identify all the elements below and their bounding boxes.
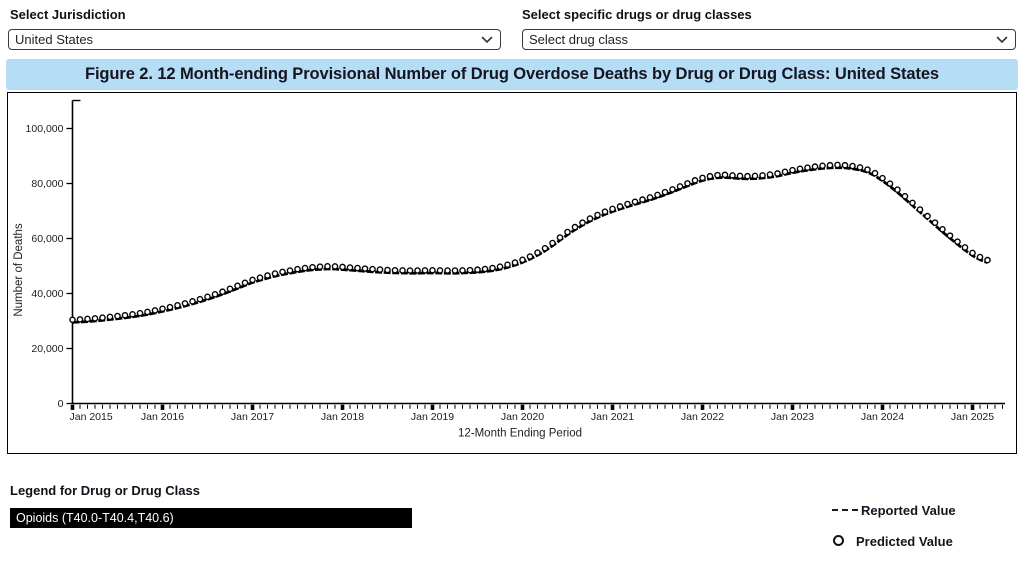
drug-select-value: Select drug class bbox=[529, 32, 628, 47]
drug-select-label: Select specific drugs or drug classes bbox=[522, 7, 752, 22]
svg-text:Jan 2020: Jan 2020 bbox=[501, 411, 544, 423]
svg-text:Jan 2015: Jan 2015 bbox=[70, 411, 113, 423]
svg-text:Jan 2025: Jan 2025 bbox=[951, 411, 994, 423]
drug-select-dropdown[interactable]: Select drug class bbox=[522, 29, 1016, 50]
svg-text:Jan 2024: Jan 2024 bbox=[861, 411, 904, 423]
drug-legend-item-label: Opioids (T40.0-T40.4,T40.6) bbox=[16, 511, 174, 525]
svg-text:Jan 2018: Jan 2018 bbox=[321, 411, 364, 423]
svg-text:Jan 2017: Jan 2017 bbox=[231, 411, 274, 423]
svg-text:12-Month Ending Period: 12-Month Ending Period bbox=[458, 428, 582, 440]
jurisdiction-value: United States bbox=[15, 32, 94, 47]
svg-text:40,000: 40,000 bbox=[31, 288, 63, 300]
drug-legend-heading: Legend for Drug or Drug Class bbox=[10, 483, 200, 498]
svg-text:0: 0 bbox=[58, 398, 64, 410]
overdose-line-chart: 0 20,000 40,000 60,000 80,000 100,000 Jan 2015… bbox=[13, 99, 1005, 440]
jurisdiction-label: Select Jurisdiction bbox=[10, 7, 126, 22]
predicted-value-circle-icon bbox=[833, 535, 844, 546]
drug-legend-item[interactable]: Opioids (T40.0-T40.4,T40.6) bbox=[10, 508, 412, 528]
chevron-down-icon bbox=[996, 36, 1008, 43]
svg-text:Jan 2019: Jan 2019 bbox=[411, 411, 454, 423]
svg-text:Jan 2016: Jan 2016 bbox=[141, 411, 184, 423]
svg-text:20,000: 20,000 bbox=[31, 343, 63, 355]
reported-value-dash-icon bbox=[832, 509, 858, 511]
figure-title: Figure 2. 12 Month-ending Provisional Nu… bbox=[6, 59, 1018, 90]
jurisdiction-dropdown[interactable]: United States bbox=[8, 29, 501, 50]
svg-text:60,000: 60,000 bbox=[31, 233, 63, 245]
chevron-down-icon bbox=[481, 36, 493, 43]
svg-text:80,000: 80,000 bbox=[31, 178, 63, 190]
svg-text:Jan 2021: Jan 2021 bbox=[591, 411, 634, 423]
chart-frame bbox=[7, 92, 1017, 454]
svg-text:Number of Deaths: Number of Deaths bbox=[13, 223, 25, 317]
svg-text:Jan 2023: Jan 2023 bbox=[771, 411, 814, 423]
reported-value-label: Reported Value bbox=[861, 503, 956, 518]
predicted-value-label: Predicted Value bbox=[856, 534, 953, 549]
svg-text:100,000: 100,000 bbox=[26, 123, 64, 135]
svg-text:Jan 2022: Jan 2022 bbox=[681, 411, 724, 423]
